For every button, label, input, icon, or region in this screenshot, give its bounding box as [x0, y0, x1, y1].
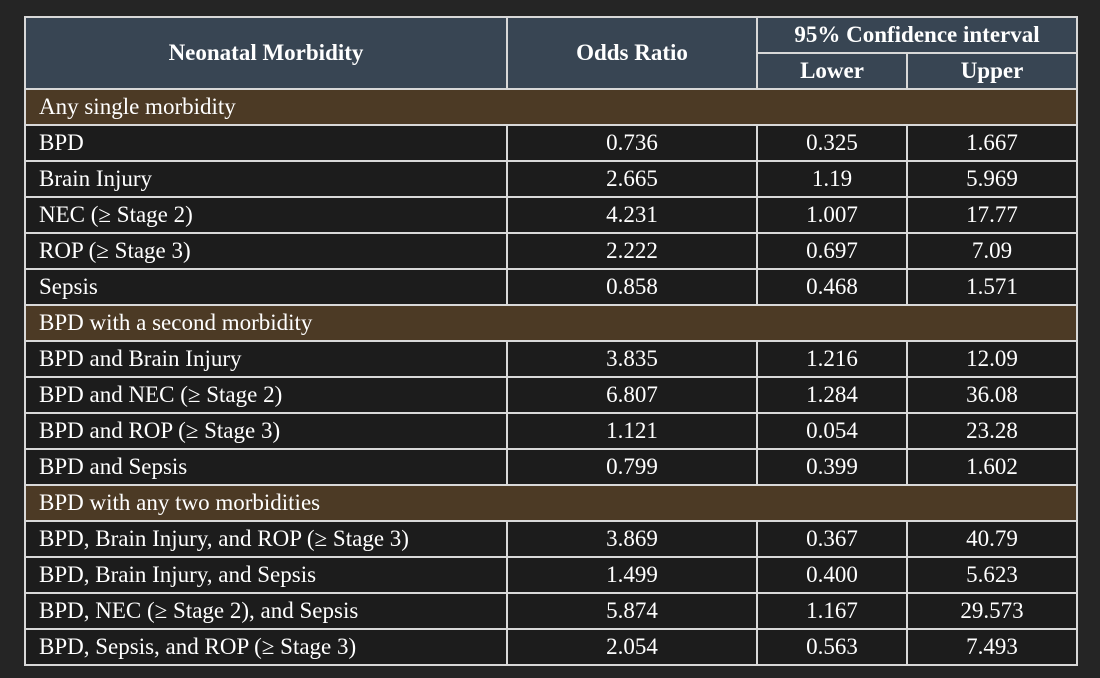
lower-ci-cell: 0.563	[756, 628, 908, 666]
odds-ratio-cell: 4.231	[506, 196, 758, 234]
header-upper: Upper	[906, 52, 1078, 90]
lower-ci-cell: 0.697	[756, 232, 908, 270]
upper-ci-cell: 36.08	[906, 376, 1078, 414]
morbidity-cell: BPD and ROP (≥ Stage 3)	[24, 412, 508, 450]
odds-ratio-cell: 0.736	[506, 124, 758, 162]
odds-ratio-cell: 0.858	[506, 268, 758, 306]
section-title: BPD with any two morbidities	[24, 484, 1078, 522]
lower-ci-cell: 1.216	[756, 340, 908, 378]
lower-ci-cell: 1.284	[756, 376, 908, 414]
odds-ratio-cell: 2.665	[506, 160, 758, 198]
header-neonatal-morbidity: Neonatal Morbidity	[24, 16, 508, 90]
odds-ratio-cell: 2.054	[506, 628, 758, 666]
lower-ci-cell: 0.367	[756, 520, 908, 558]
morbidity-cell: NEC (≥ Stage 2)	[24, 196, 508, 234]
table-row: BPD, Brain Injury, and Sepsis 1.499 0.400 5…	[24, 556, 1078, 594]
header-confidence-interval: 95% Confidence interval	[756, 16, 1078, 54]
lower-ci-cell: 1.007	[756, 196, 908, 234]
lower-ci-cell: 0.054	[756, 412, 908, 450]
upper-ci-cell: 23.28	[906, 412, 1078, 450]
table-row: ROP (≥ Stage 3) 2.222 0.697 7.09	[24, 232, 1078, 270]
lower-ci-cell: 0.468	[756, 268, 908, 306]
morbidity-cell: ROP (≥ Stage 3)	[24, 232, 508, 270]
table-row: BPD and NEC (≥ Stage 2) 6.807 1.284 36.08	[24, 376, 1078, 414]
upper-ci-cell: 7.493	[906, 628, 1078, 666]
odds-ratio-cell: 6.807	[506, 376, 758, 414]
table-row: NEC (≥ Stage 2) 4.231 1.007 17.77	[24, 196, 1078, 234]
odds-ratio-cell: 2.222	[506, 232, 758, 270]
lower-ci-cell: 0.399	[756, 448, 908, 486]
odds-ratio-cell: 1.499	[506, 556, 758, 594]
morbidity-cell: BPD, NEC (≥ Stage 2), and Sepsis	[24, 592, 508, 630]
morbidity-cell: BPD and NEC (≥ Stage 2)	[24, 376, 508, 414]
upper-ci-cell: 1.667	[906, 124, 1078, 162]
section-title: Any single morbidity	[24, 88, 1078, 126]
section-title: BPD with a second morbidity	[24, 304, 1078, 342]
upper-ci-cell: 17.77	[906, 196, 1078, 234]
upper-ci-cell: 29.573	[906, 592, 1078, 630]
table-header: Neonatal Morbidity Odds Ratio 95% Confid…	[24, 16, 1078, 90]
odds-ratio-cell: 3.869	[506, 520, 758, 558]
table-row: BPD and Sepsis 0.799 0.399 1.602	[24, 448, 1078, 486]
table-row: BPD, Sepsis, and ROP (≥ Stage 3) 2.054 0.5…	[24, 628, 1078, 666]
upper-ci-cell: 12.09	[906, 340, 1078, 378]
lower-ci-cell: 1.167	[756, 592, 908, 630]
lower-ci-cell: 0.400	[756, 556, 908, 594]
lower-ci-cell: 1.19	[756, 160, 908, 198]
section-row: Any single morbidity	[24, 88, 1078, 126]
odds-ratio-cell: 3.835	[506, 340, 758, 378]
section-row: BPD with a second morbidity	[24, 304, 1078, 342]
table-row: BPD 0.736 0.325 1.667	[24, 124, 1078, 162]
table-body: Any single morbidity BPD 0.736 0.325 1.667 Br…	[24, 88, 1078, 666]
upper-ci-cell: 1.571	[906, 268, 1078, 306]
table-row: BPD and ROP (≥ Stage 3) 1.121 0.054 23.28	[24, 412, 1078, 450]
morbidity-cell: BPD and Brain Injury	[24, 340, 508, 378]
odds-ratio-cell: 0.799	[506, 448, 758, 486]
table-row: BPD, NEC (≥ Stage 2), and Sepsis 5.874 1.1…	[24, 592, 1078, 630]
morbidity-cell: BPD, Brain Injury, and ROP (≥ Stage 3)	[24, 520, 508, 558]
morbidity-cell: Brain Injury	[24, 160, 508, 198]
table-row: BPD, Brain Injury, and ROP (≥ Stage 3) 3.…	[24, 520, 1078, 558]
upper-ci-cell: 7.09	[906, 232, 1078, 270]
morbidity-cell: BPD, Sepsis, and ROP (≥ Stage 3)	[24, 628, 508, 666]
morbidity-cell: Sepsis	[24, 268, 508, 306]
header-lower: Lower	[756, 52, 908, 90]
table-row: Brain Injury 2.665 1.19 5.969	[24, 160, 1078, 198]
upper-ci-cell: 1.602	[906, 448, 1078, 486]
odds-ratio-cell: 1.121	[506, 412, 758, 450]
upper-ci-cell: 5.623	[906, 556, 1078, 594]
morbidity-cell: BPD, Brain Injury, and Sepsis	[24, 556, 508, 594]
odds-ratio-table: Neonatal Morbidity Odds Ratio 95% Confid…	[24, 16, 1078, 666]
odds-ratio-cell: 5.874	[506, 592, 758, 630]
lower-ci-cell: 0.325	[756, 124, 908, 162]
table-row: Sepsis 0.858 0.468 1.571	[24, 268, 1078, 306]
table-row: BPD and Brain Injury 3.835 1.216 12.09	[24, 340, 1078, 378]
section-row: BPD with any two morbidities	[24, 484, 1078, 522]
upper-ci-cell: 40.79	[906, 520, 1078, 558]
morbidity-cell: BPD and Sepsis	[24, 448, 508, 486]
header-odds-ratio: Odds Ratio	[506, 16, 758, 90]
upper-ci-cell: 5.969	[906, 160, 1078, 198]
morbidity-cell: BPD	[24, 124, 508, 162]
